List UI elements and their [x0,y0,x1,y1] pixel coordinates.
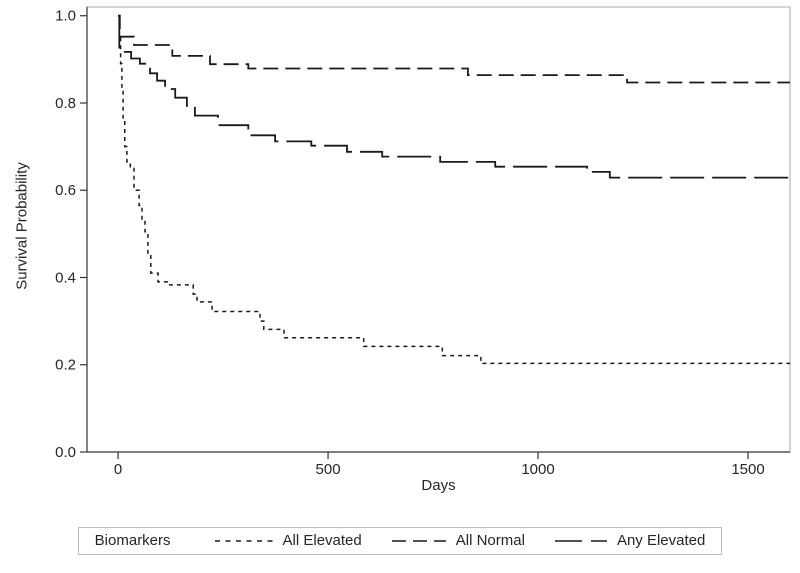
y-tick-label: 0.4 [55,269,76,286]
x-tick-label: 0 [114,461,122,478]
legend-item-label: All Elevated [282,532,362,549]
legend-line-sample-all-elevated [214,539,273,542]
legend-item-all-elevated: All Elevated [214,532,362,549]
legend-item-all-normal: All Normal [391,532,525,549]
legend-item-any-elevated: Any Elevated [554,532,706,549]
legend-title: Biomarkers [94,532,171,549]
x-axis-label: Days [421,477,456,494]
legend-box: Biomarkers All Elevated All Normal Any Ele… [77,527,723,555]
y-axis-label: Survival Probability [13,162,31,290]
y-tick-label: 0.0 [55,444,76,461]
y-tick-label: 0.8 [55,95,76,112]
legend: Biomarkers All Elevated All Normal Any Ele… [0,527,800,555]
plot-area: 0.0 0.2 0.4 0.6 0.8 1.0 0 500 1000 1500 [55,6,791,478]
legend-items: All Elevated All Normal Any Elevated [214,532,706,549]
x-tick-label: 500 [316,461,341,478]
legend-item-label: Any Elevated [616,532,706,549]
plot-frame [86,6,791,453]
y-tick-label: 0.2 [55,357,76,374]
legend-line-sample-any-elevated [554,539,607,542]
curve-any-elevated [118,14,790,179]
x-tick-label: 1000 [521,461,554,478]
legend-item-label: All Normal [455,532,525,549]
curve-all-normal [118,14,790,84]
y-tick-label: 1.0 [55,8,76,25]
legend-line-sample-all-normal [391,539,446,542]
x-tick-label: 1500 [731,461,764,478]
y-tick-label: 0.6 [55,182,76,199]
